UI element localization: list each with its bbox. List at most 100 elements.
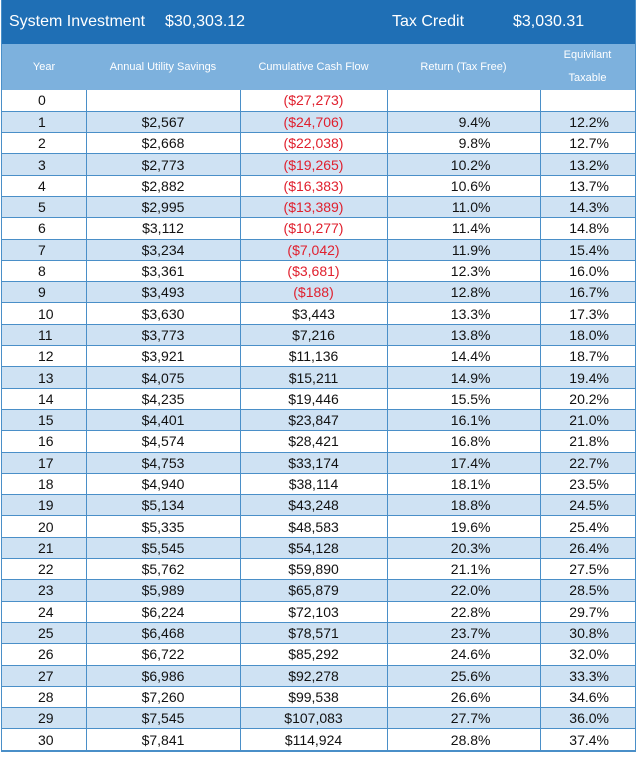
return-cell: 24.6% bbox=[386, 643, 540, 666]
equivalent-taxable-cell: 14.8% bbox=[539, 217, 635, 240]
cash-flow-cell: ($19,265) bbox=[239, 153, 387, 176]
year-cell: 2 bbox=[2, 132, 86, 155]
col-header-savings: Annual Utility Savings bbox=[86, 44, 240, 90]
equivalent-taxable-cell: 24.5% bbox=[539, 494, 635, 517]
cash-flow-cell: $99,538 bbox=[239, 686, 387, 709]
savings-cell: $5,335 bbox=[85, 515, 240, 538]
savings-cell: $3,773 bbox=[85, 324, 240, 347]
savings-cell: $2,882 bbox=[85, 175, 240, 197]
savings-cell: $4,940 bbox=[85, 473, 240, 496]
equivalent-taxable-cell: 37.4% bbox=[539, 728, 635, 751]
return-cell: 9.4% bbox=[386, 111, 540, 134]
return-cell: 10.6% bbox=[386, 175, 540, 197]
year-cell: 7 bbox=[2, 239, 86, 261]
savings-cell: $5,545 bbox=[85, 537, 240, 560]
cash-flow-cell: $48,583 bbox=[239, 515, 387, 538]
return-cell: 23.7% bbox=[386, 622, 540, 645]
equivalent-taxable-cell: 32.0% bbox=[539, 643, 635, 666]
return-cell: 16.8% bbox=[386, 430, 540, 453]
table-row: 19 $5,134 $43,248 18.8% 24.5% bbox=[2, 494, 635, 517]
table-row: 12 $3,921 $11,136 14.4% 18.7% bbox=[2, 345, 635, 368]
savings-cell: $4,574 bbox=[85, 430, 240, 453]
cash-flow-cell: ($24,706) bbox=[239, 111, 387, 134]
year-cell: 9 bbox=[2, 281, 86, 304]
return-cell: 14.4% bbox=[386, 345, 540, 368]
savings-cell: $3,493 bbox=[85, 281, 240, 304]
equivalent-taxable-cell: 20.2% bbox=[539, 388, 635, 410]
equivalent-taxable-cell: 16.7% bbox=[539, 281, 635, 304]
year-cell: 24 bbox=[2, 601, 86, 623]
cash-flow-cell: $92,278 bbox=[239, 665, 387, 687]
table-row: 0 ($27,273) bbox=[2, 90, 635, 112]
savings-cell: $4,235 bbox=[85, 388, 240, 410]
savings-cell: $7,841 bbox=[85, 728, 240, 751]
cash-flow-table: Year Annual Utility Savings Cumulative C… bbox=[2, 44, 635, 751]
system-investment-label: System Investment bbox=[9, 13, 146, 30]
equivalent-taxable-cell: 22.7% bbox=[539, 452, 635, 474]
year-cell: 5 bbox=[2, 196, 86, 219]
cash-flow-cell: ($22,038) bbox=[239, 132, 387, 155]
equivalent-taxable-cell: 36.0% bbox=[539, 707, 635, 730]
savings-cell: $2,773 bbox=[85, 153, 240, 176]
savings-cell: $3,234 bbox=[85, 239, 240, 261]
cash-flow-cell: ($3,681) bbox=[239, 260, 387, 283]
equivalent-taxable-cell: 27.5% bbox=[539, 558, 635, 581]
table-row: 2 $2,668 ($22,038) 9.8% 12.7% bbox=[2, 132, 635, 155]
cash-flow-cell: $107,083 bbox=[239, 707, 387, 730]
cash-flow-cell: ($10,277) bbox=[239, 217, 387, 240]
cash-flow-cell: ($7,042) bbox=[239, 239, 387, 261]
savings-cell: $4,401 bbox=[85, 409, 240, 432]
cash-flow-cell: $33,174 bbox=[239, 452, 387, 474]
col-header-equivalent-taxable: Equivilant Taxable bbox=[540, 44, 635, 90]
savings-cell: $5,989 bbox=[85, 579, 240, 602]
year-cell: 23 bbox=[2, 579, 86, 602]
return-cell: 12.8% bbox=[386, 281, 540, 304]
table-row: 13 $4,075 $15,211 14.9% 19.4% bbox=[2, 366, 635, 389]
equivalent-taxable-cell: 15.4% bbox=[539, 239, 635, 261]
table-row: 22 $5,762 $59,890 21.1% 27.5% bbox=[2, 558, 635, 581]
table-row: 14 $4,235 $19,446 15.5% 20.2% bbox=[2, 388, 635, 410]
return-cell: 17.4% bbox=[386, 452, 540, 474]
col-header-equivalent-line2: Taxable bbox=[568, 72, 607, 84]
equivalent-taxable-cell: 13.2% bbox=[539, 153, 635, 176]
cash-flow-cell: $7,216 bbox=[239, 324, 387, 347]
return-cell: 27.7% bbox=[386, 707, 540, 730]
return-cell: 18.1% bbox=[386, 473, 540, 496]
equivalent-taxable-cell: 16.0% bbox=[539, 260, 635, 283]
table-row: 6 $3,112 ($10,277) 11.4% 14.8% bbox=[2, 217, 635, 240]
equivalent-taxable-cell: 25.4% bbox=[539, 515, 635, 538]
equivalent-taxable-cell: 12.2% bbox=[539, 111, 635, 134]
return-cell: 21.1% bbox=[386, 558, 540, 581]
cash-flow-cell: $72,103 bbox=[239, 601, 387, 623]
col-header-equivalent-line1: Equivilant bbox=[563, 49, 612, 61]
return-cell: 13.3% bbox=[386, 302, 540, 325]
year-cell: 15 bbox=[2, 409, 86, 432]
return-cell: 18.8% bbox=[386, 494, 540, 517]
table-row: 16 $4,574 $28,421 16.8% 21.8% bbox=[2, 430, 635, 453]
table-row: 15 $4,401 $23,847 16.1% 21.0% bbox=[2, 409, 635, 432]
year-cell: 14 bbox=[2, 388, 86, 410]
year-cell: 30 bbox=[2, 728, 86, 751]
year-cell: 18 bbox=[2, 473, 86, 496]
equivalent-taxable-cell: 18.7% bbox=[539, 345, 635, 368]
equivalent-taxable-cell: 19.4% bbox=[539, 366, 635, 389]
return-cell: 11.0% bbox=[386, 196, 540, 219]
equivalent-taxable-cell: 34.6% bbox=[539, 686, 635, 709]
savings-cell: $3,361 bbox=[85, 260, 240, 283]
return-cell: 26.6% bbox=[386, 686, 540, 709]
year-cell: 29 bbox=[2, 707, 86, 730]
cash-flow-cell: $59,890 bbox=[239, 558, 387, 581]
cash-flow-cell: $15,211 bbox=[239, 366, 387, 389]
return-cell: 25.6% bbox=[386, 665, 540, 687]
table-row: 18 $4,940 $38,114 18.1% 23.5% bbox=[2, 473, 635, 496]
return-cell: 11.9% bbox=[386, 239, 540, 261]
equivalent-taxable-cell: 30.8% bbox=[539, 622, 635, 645]
return-cell: 13.8% bbox=[386, 324, 540, 347]
year-cell: 1 bbox=[2, 111, 86, 134]
savings-cell: $5,134 bbox=[85, 494, 240, 517]
savings-cell: $2,668 bbox=[85, 132, 240, 155]
table-row: 28 $7,260 $99,538 26.6% 34.6% bbox=[2, 686, 635, 709]
savings-cell: $3,921 bbox=[85, 345, 240, 368]
col-header-year: Year bbox=[2, 44, 86, 90]
equivalent-taxable-cell bbox=[539, 90, 635, 112]
